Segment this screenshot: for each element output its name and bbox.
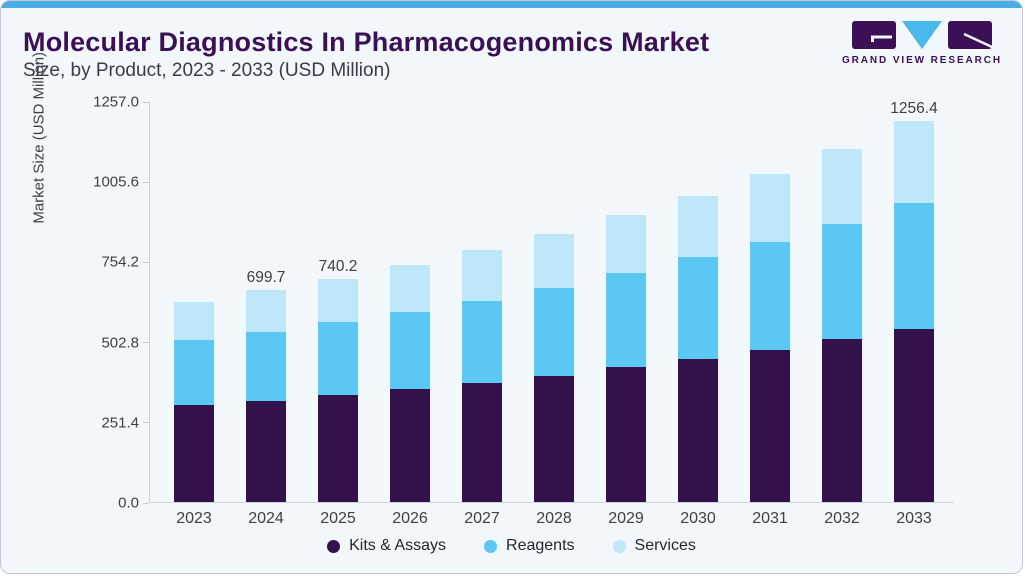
bar-segment-2029-reagents — [606, 273, 646, 367]
x-axis-label-2025: 2025 — [320, 510, 356, 527]
x-axis-label-2033: 2033 — [896, 510, 932, 527]
bar-segment-2023-kits-assays — [174, 405, 214, 502]
y-axis-tick-label: 502.8 — [101, 334, 139, 352]
accent-stripe — [1, 1, 1022, 8]
stacked-bar-2026 — [390, 265, 430, 502]
gvr-g-block-icon — [852, 21, 896, 49]
bar-segment-2032-kits-assays — [822, 339, 862, 502]
chart-title: Molecular Diagnostics In Pharmacogenomic… — [23, 27, 710, 57]
legend-dot-icon — [327, 539, 341, 553]
bar-segment-2031-reagents — [750, 242, 790, 350]
stacked-bar-2024 — [246, 290, 286, 502]
y-axis-tick — [143, 422, 149, 424]
y-axis-tick-label: 0.0 — [118, 494, 139, 512]
bar-segment-2028-kits-assays — [534, 375, 574, 502]
stacked-bar-2027 — [462, 250, 502, 502]
gvr-v-triangle-icon — [902, 21, 942, 49]
stacked-bar-2032 — [822, 149, 862, 502]
bar-segment-2027-kits-assays — [462, 383, 502, 502]
x-axis-label-2032: 2032 — [824, 510, 860, 527]
bar-segment-2025-reagents — [318, 321, 358, 395]
legend-label: Services — [634, 537, 696, 554]
bar-segment-2031-services — [750, 173, 790, 243]
logo-brand-text: GRAND VIEW RESEARCH — [842, 55, 1002, 66]
y-axis-tick-label: 1005.6 — [93, 173, 139, 191]
bar-segment-2033-reagents — [894, 202, 934, 329]
bar-segment-2027-services — [462, 250, 502, 301]
legend-item-kits-assays: Kits & Assays — [327, 537, 446, 555]
legend-dot-icon — [612, 539, 626, 553]
bar-segment-2030-services — [678, 196, 718, 258]
bar-segment-2026-reagents — [390, 311, 430, 390]
x-axis-label-2030: 2030 — [680, 510, 716, 527]
legend-item-services: Services — [612, 537, 696, 555]
x-axis-label-2023: 2023 — [176, 510, 212, 527]
y-axis-tick — [143, 342, 149, 344]
bar-segment-2033-services — [894, 121, 934, 203]
legend-dot-icon — [484, 539, 498, 553]
bar-segment-2026-kits-assays — [390, 389, 430, 502]
bar-segment-2033-kits-assays — [894, 328, 934, 502]
bar-value-label-2025: 740.2 — [318, 257, 358, 275]
y-axis-title: Market Size (USD Million) — [30, 51, 48, 224]
bar-value-label-2033: 1256.4 — [890, 100, 938, 118]
stacked-bar-2030 — [678, 196, 718, 502]
plot-area — [143, 101, 954, 504]
grand-view-research-logo: GRAND VIEW RESEARCH — [842, 21, 1002, 66]
y-axis-tick-label: 1257.0 — [93, 93, 139, 111]
bar-segment-2026-services — [390, 265, 430, 312]
bar-segment-2027-reagents — [462, 300, 502, 384]
x-axis-label-2031: 2031 — [752, 510, 788, 527]
x-axis-label-2026: 2026 — [392, 510, 428, 527]
stacked-bar-2028 — [534, 233, 574, 502]
chart-subtitle: Size, by Product, 2023 - 2033 (USD Milli… — [23, 60, 391, 81]
stacked-bar-2031 — [750, 173, 790, 502]
bar-segment-2030-reagents — [678, 257, 718, 359]
gvr-r-block-icon — [948, 21, 992, 49]
stacked-bar-2033 — [894, 121, 934, 502]
y-axis-tick — [143, 181, 149, 183]
bar-segment-2028-services — [534, 233, 574, 289]
legend-label: Kits & Assays — [349, 537, 447, 554]
y-axis-tick — [143, 101, 149, 103]
y-axis-tick-label: 251.4 — [101, 414, 139, 432]
legend-item-reagents: Reagents — [484, 537, 575, 555]
stacked-bar-2025 — [318, 278, 358, 502]
bar-segment-2029-kits-assays — [606, 366, 646, 502]
y-axis-line — [149, 102, 150, 503]
bar-segment-2023-services — [174, 302, 214, 341]
gvr-logo-icon — [852, 21, 992, 49]
bar-value-label-2024: 699.7 — [246, 269, 286, 287]
bar-segment-2029-services — [606, 214, 646, 274]
y-axis-tick — [143, 261, 149, 263]
bar-segment-2025-kits-assays — [318, 394, 358, 502]
bar-segment-2031-kits-assays — [750, 349, 790, 502]
bar-segment-2024-services — [246, 290, 286, 332]
bar-segment-2024-kits-assays — [246, 400, 286, 502]
x-axis-line — [149, 502, 954, 503]
bar-segment-2032-services — [822, 149, 862, 225]
x-axis-label-2024: 2024 — [248, 510, 284, 527]
stacked-bar-2029 — [606, 214, 646, 502]
x-axis-label-2027: 2027 — [464, 510, 500, 527]
y-axis-tick-label: 754.2 — [101, 253, 139, 271]
bar-segment-2024-reagents — [246, 331, 286, 401]
y-axis-tick — [143, 502, 149, 504]
bar-segment-2025-services — [318, 278, 358, 322]
chart-legend: Kits & Assays Reagents Services — [1, 537, 1022, 555]
bar-segment-2032-reagents — [822, 224, 862, 340]
x-axis-label-2028: 2028 — [536, 510, 572, 527]
legend-label: Reagents — [506, 537, 575, 554]
bar-segment-2023-reagents — [174, 340, 214, 406]
bar-segment-2030-kits-assays — [678, 358, 718, 502]
stacked-bar-2023 — [174, 302, 214, 502]
bar-segment-2028-reagents — [534, 288, 574, 376]
x-axis-label-2029: 2029 — [608, 510, 644, 527]
